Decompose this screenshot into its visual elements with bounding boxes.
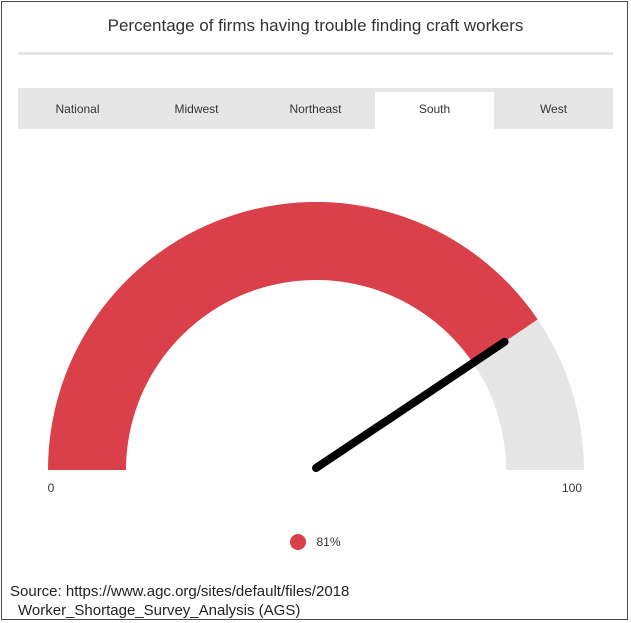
gauge-max-label: 100 — [562, 481, 582, 495]
gauge-fill — [47, 201, 538, 470]
source-line-2: Worker_Shortage_Survey_Analysis (AGS) — [18, 602, 301, 619]
legend-marker — [290, 534, 307, 550]
legend-value-label: 81% — [316, 535, 341, 549]
tab-northeast[interactable]: Northeast — [289, 101, 342, 116]
gauge-chart: 0 100 — [47, 201, 584, 495]
tab-west[interactable]: West — [539, 101, 568, 116]
gauge-min-label: 0 — [48, 481, 55, 495]
region-tabs: National Midwest Northeast South West — [18, 88, 613, 129]
legend: 81% — [0, 534, 631, 550]
tab-national[interactable]: National — [55, 101, 100, 116]
tab-midwest[interactable]: Midwest — [174, 101, 219, 116]
source-line-1: Source: https://www.agc.org/sites/defaul… — [10, 583, 350, 600]
tab-south[interactable]: South — [375, 92, 494, 129]
gauge-needle — [312, 337, 509, 472]
source-note: Source: https://www.agc.org/sites/defaul… — [10, 582, 349, 620]
chart-title: Percentage of firms having trouble findi… — [107, 16, 524, 35]
title-divider — [18, 52, 613, 55]
